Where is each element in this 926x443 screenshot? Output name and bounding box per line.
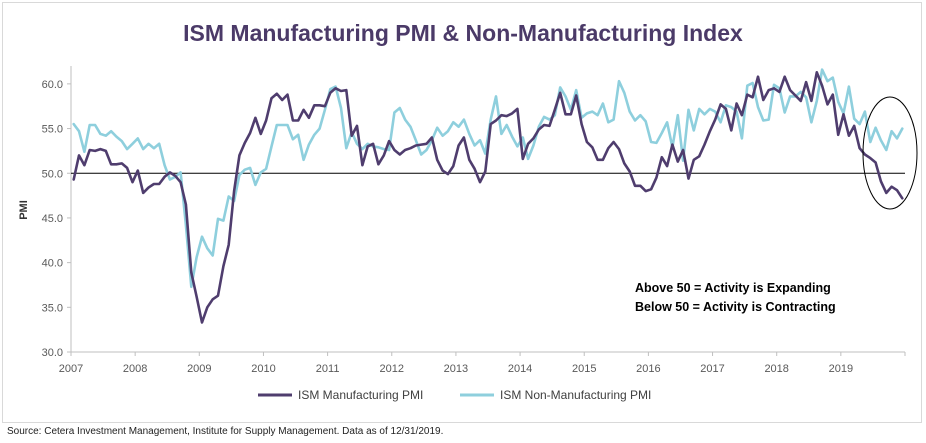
x-tick-label: 2016 [636, 363, 660, 375]
x-tick-label: 2017 [700, 363, 724, 375]
y-tick-label: 50.0 [42, 168, 63, 180]
annotation-line-2: Below 50 = Activity is Contracting [635, 300, 836, 314]
x-tick-label: 2014 [508, 363, 532, 375]
legend-non-manufacturing-label: ISM Non-Manufacturing PMI [500, 388, 651, 402]
x-tick-label: 2013 [444, 363, 468, 375]
series-layer [72, 68, 904, 324]
y-tick-label: 30.0 [42, 347, 63, 359]
y-tick-label: 40.0 [42, 258, 63, 270]
y-tick-label: 45.0 [42, 213, 63, 225]
y-tick-label: 35.0 [42, 302, 63, 314]
annotation-line-1: Above 50 = Activity is Expanding [635, 281, 831, 295]
x-axis: 2007 2008 2009 2010 2011 2012 2013 2014 2015 2016… [59, 351, 906, 375]
x-tick-label: 2015 [572, 363, 596, 375]
x-tick-label: 2008 [123, 363, 147, 375]
x-tick-label: 2019 [829, 363, 853, 375]
y-axis: 30.0 35.0 40.0 45.0 50.0 55.0 60.0 [42, 66, 72, 359]
x-tick-label: 2007 [59, 363, 83, 375]
ism-non-manufacturing-line [72, 68, 904, 289]
y-axis-label: PMI [18, 200, 30, 220]
highlight-circle [862, 96, 918, 210]
y-tick-label: 60.0 [42, 79, 63, 91]
source-note: Source: Cetera Investment Management, In… [7, 426, 444, 437]
chart-title: ISM Manufacturing PMI & Non-Manufacturin… [183, 20, 743, 46]
y-tick-label: 55.0 [42, 124, 63, 136]
ism-manufacturing-line [72, 71, 904, 324]
x-tick-label: 2011 [316, 363, 340, 375]
x-tick-label: 2010 [251, 363, 275, 375]
x-tick-label: 2012 [380, 363, 404, 375]
x-tick-label: 2009 [187, 363, 211, 375]
chart-frame [2, 2, 922, 423]
legend-manufacturing-label: ISM Manufacturing PMI [298, 388, 423, 402]
x-tick-label: 2018 [764, 363, 788, 375]
legend: ISM Manufacturing PMI ISM Non-Manufacturi… [258, 388, 651, 402]
